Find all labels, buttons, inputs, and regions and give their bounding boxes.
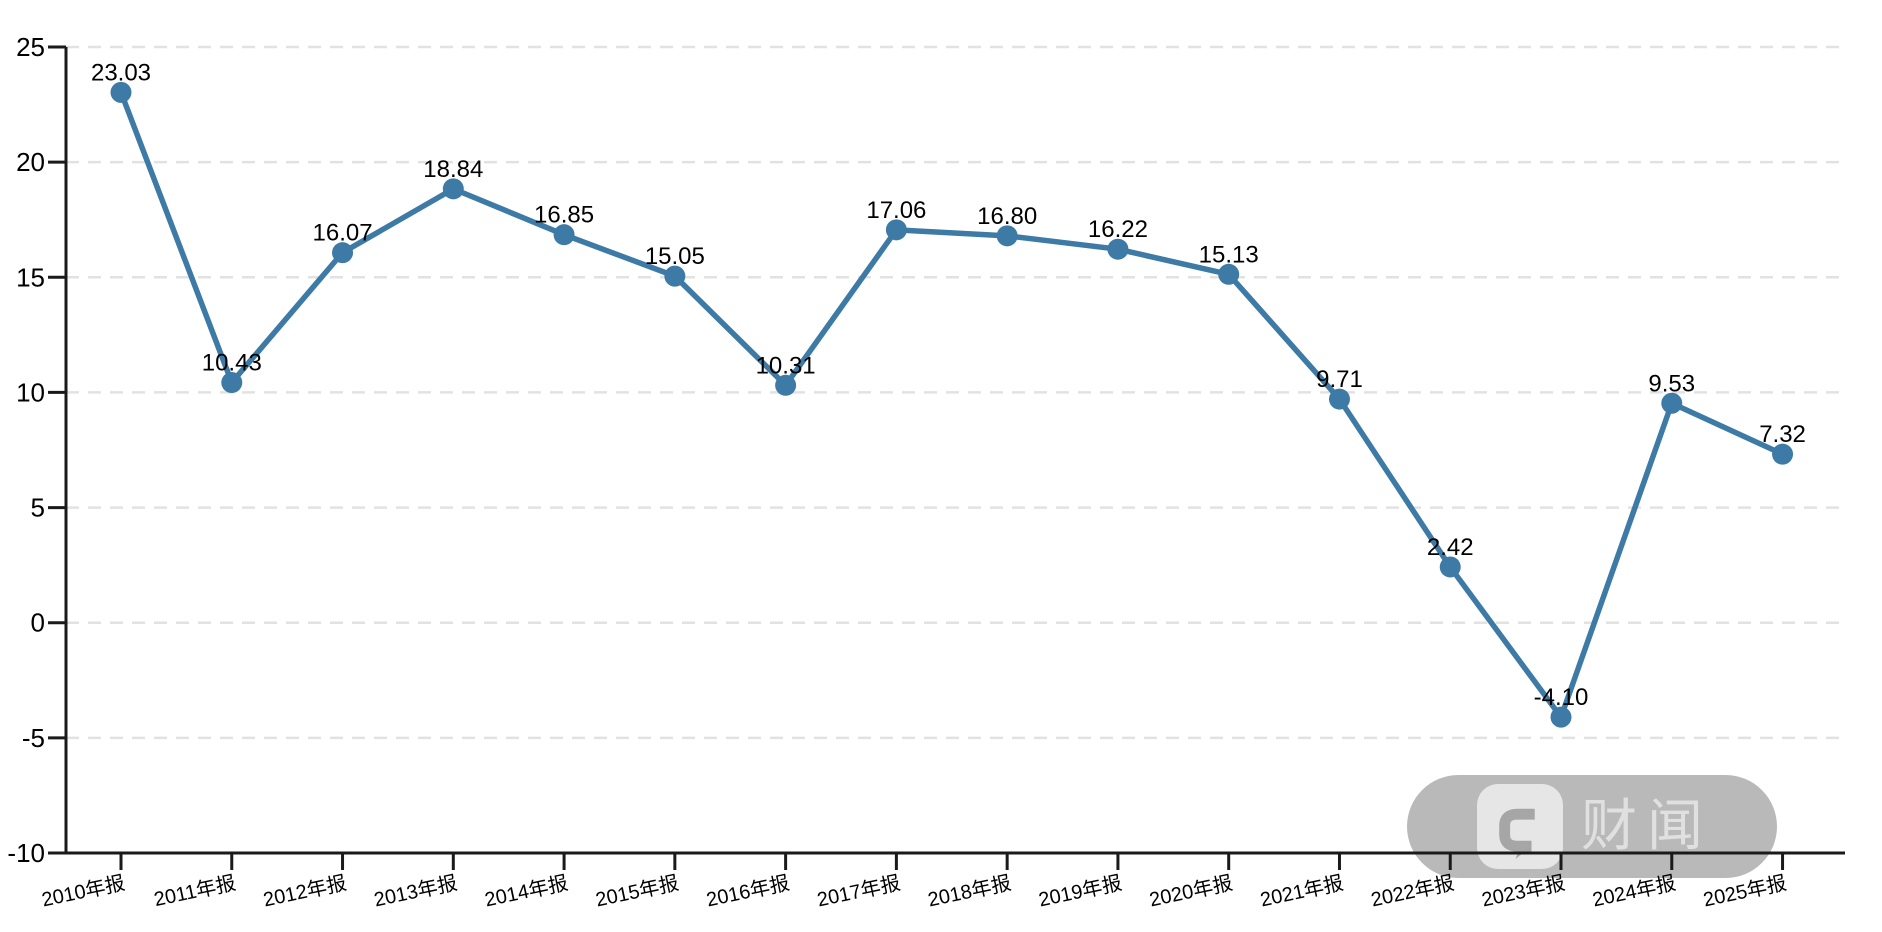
x-tick-label: 2021年报 xyxy=(1258,871,1345,911)
speech-bubble-c-icon xyxy=(1499,808,1535,859)
y-tick-label: 15 xyxy=(16,262,45,292)
data-point-label: 16.22 xyxy=(1088,216,1148,243)
data-point-label: 15.05 xyxy=(645,243,705,270)
data-point-label: 16.85 xyxy=(534,202,594,229)
x-tick-label: 2010年报 xyxy=(40,871,127,911)
y-tick-label: 5 xyxy=(31,493,45,523)
x-tick-label: 2014年报 xyxy=(483,871,570,911)
data-point-label: -4.10 xyxy=(1534,684,1589,711)
data-point xyxy=(1550,706,1572,728)
data-point-label: 23.03 xyxy=(91,59,151,86)
data-point-label: 2.42 xyxy=(1427,534,1474,561)
data-point-label: 15.13 xyxy=(1199,241,1259,268)
data-line xyxy=(118,89,1786,720)
x-tick-label: 2013年报 xyxy=(372,871,459,911)
data-point xyxy=(1107,238,1129,260)
data-point xyxy=(885,219,907,241)
data-point xyxy=(1328,388,1350,410)
y-tick-label: -5 xyxy=(22,723,45,753)
x-tick-label: 2015年报 xyxy=(593,871,680,911)
data-point xyxy=(1661,392,1683,414)
data-point xyxy=(221,372,243,394)
x-tick-label: 2024年报 xyxy=(1590,871,1677,911)
data-point-label: 10.43 xyxy=(202,350,262,377)
x-tick-label: 2020年报 xyxy=(1147,871,1234,911)
y-tick-label: 0 xyxy=(31,608,45,638)
y-tick-label: -10 xyxy=(7,838,45,868)
data-point-label: 7.32 xyxy=(1759,421,1806,448)
x-tick-label: 2016年报 xyxy=(704,871,791,911)
data-point xyxy=(1439,556,1461,578)
data-point xyxy=(332,242,354,264)
data-point-label: 10.31 xyxy=(756,352,816,379)
data-point xyxy=(1218,263,1240,285)
data-point xyxy=(664,265,686,287)
x-tick-label: 2017年报 xyxy=(815,871,902,911)
x-tick-label: 2019年报 xyxy=(1037,871,1124,911)
data-point-label: 16.80 xyxy=(977,203,1037,230)
data-point-label: 9.71 xyxy=(1316,366,1363,393)
data-point xyxy=(1772,443,1794,465)
watermark: 财闻 xyxy=(1407,775,1777,878)
watermark-text: 财闻 xyxy=(1581,794,1713,857)
data-point xyxy=(996,225,1018,247)
data-point-label: 17.06 xyxy=(866,197,926,224)
data-point-label: 16.07 xyxy=(313,220,373,247)
x-tick-label: 2011年报 xyxy=(152,871,238,911)
y-tick-label: 25 xyxy=(16,32,45,62)
x-tick-label: 2025年报 xyxy=(1701,871,1788,911)
y-tick-label: 20 xyxy=(16,147,45,177)
data-point xyxy=(110,81,132,103)
data-point-label: 9.53 xyxy=(1648,370,1695,397)
y-tick-label: 10 xyxy=(16,377,45,407)
data-point xyxy=(775,374,797,396)
x-tick-label: 2018年报 xyxy=(926,871,1013,911)
data-point xyxy=(442,178,464,200)
x-tick-label: 2022年报 xyxy=(1369,871,1456,911)
caiwen-logo-badge xyxy=(1477,784,1563,869)
x-tick-label: 2012年报 xyxy=(261,871,348,911)
x-tick-label: 2023年报 xyxy=(1480,871,1567,911)
data-point-label: 18.84 xyxy=(423,156,483,183)
data-point xyxy=(553,224,575,246)
